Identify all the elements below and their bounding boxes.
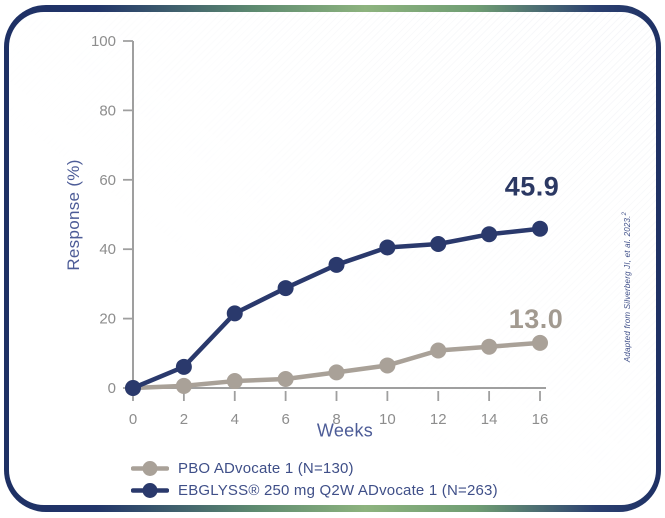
y-tick-label: 60 [99,172,116,189]
data-point-pbo [277,370,294,387]
series-pbo: 13.0 [125,304,563,396]
data-point-pbo [430,342,447,359]
x-tick-label: 16 [532,411,549,428]
x-tick-label: 10 [379,411,396,428]
x-tick-label: 6 [281,411,289,428]
legend-item-pbo: PBO ADvocate 1 (N=130) [131,459,498,477]
y-tick-label: 0 [108,380,116,397]
data-point-ebglyss [277,280,294,297]
data-point-pbo [379,357,396,374]
data-point-pbo [328,364,345,381]
y-tick-label: 20 [99,311,116,328]
legend-label-pbo: PBO ADvocate 1 (N=130) [178,459,354,477]
data-point-pbo [175,377,192,394]
data-point-ebglyss [481,226,498,243]
end-value-label-pbo: 13.0 [509,304,564,334]
y-tick-label: 40 [99,241,116,258]
response-line-chart: 0 20 40 60 80 100 0 2 4 6 8 10 12 14 16 13.0 45.9 [91,33,563,428]
series-ebglyss: 45.9 [125,172,559,396]
gradient-border-card: 0 20 40 60 80 100 0 2 4 6 8 10 12 14 16 13.0 45.9 Respon… [4,5,661,512]
data-point-ebglyss [175,358,192,375]
pbo-line-marker-icon [131,460,169,476]
data-point-ebglyss [430,235,447,252]
axes: 0 20 40 60 80 100 0 2 4 6 8 10 12 14 16 [91,33,548,428]
y-tick-label: 100 [91,33,116,50]
data-point-ebglyss [328,256,345,273]
chart-card: 0 20 40 60 80 100 0 2 4 6 8 10 12 14 16 13.0 45.9 Respon… [9,12,656,505]
legend-item-ebglyss: EBGLYSS® 250 mg Q2W ADvocate 1 (N=263) [131,481,498,499]
x-tick-label: 12 [430,411,447,428]
y-axis-title: Response (%) [64,159,83,271]
end-value-label-ebglyss: 45.9 [505,172,560,202]
citation-reference-number: 2 [622,211,629,216]
citation-main: Adapted from Silverberg JI, et al. 2023. [622,215,632,363]
x-axis-title: Weeks [316,420,374,441]
x-tick-label: 14 [481,411,498,428]
y-tick-label: 80 [99,102,116,119]
citation-text: Adapted from Silverberg JI, et al. 2023.… [622,212,632,362]
data-point-ebglyss [226,305,243,322]
x-tick-label: 4 [231,411,239,428]
legend-label-ebglyss: EBGLYSS® 250 mg Q2W ADvocate 1 (N=263) [178,481,498,499]
data-point-ebglyss [532,220,548,237]
data-point-ebglyss [379,239,396,256]
series-line-ebglyss [130,226,543,391]
data-point-pbo [226,373,243,390]
data-point-pbo [481,338,498,355]
x-tick-label: 8 [332,411,340,428]
x-tick-label: 2 [180,411,188,428]
data-point-ebglyss [125,380,141,396]
data-point-pbo [532,334,548,351]
x-tick-label: 0 [129,411,137,428]
ebglyss-line-marker-icon [131,482,169,498]
chart-legend: PBO ADvocate 1 (N=130) EBGLYSS® 250 mg Q… [131,459,498,499]
